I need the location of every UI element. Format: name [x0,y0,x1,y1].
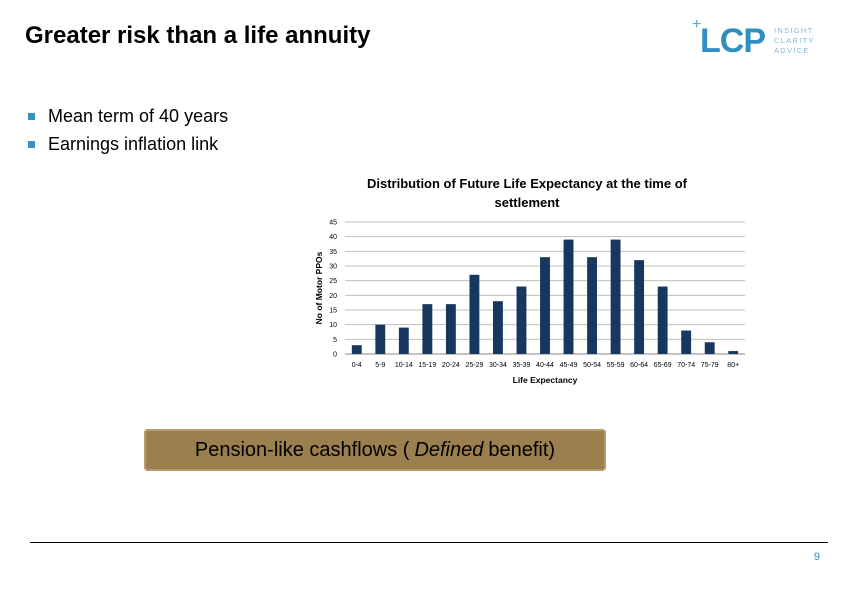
x-axis-label: Life Expectancy [513,375,578,385]
logo-tagline: INSIGHT CLARITY ADVICE [774,26,815,56]
bar-20-24 [445,304,456,354]
x-tick-label: 25-29 [465,362,483,369]
x-tick-label: 0-4 [352,362,362,369]
bullet-item: Mean term of 40 years [28,102,228,130]
footer-divider [30,542,828,543]
x-tick-label: 20-24 [442,362,460,369]
x-tick-label: 65-69 [654,362,672,369]
chart-svg: Distribution of Future Life Expectancy a… [314,176,745,385]
logo-tagline-line: INSIGHT [774,26,814,35]
slide-title: Greater risk than a life annuity [25,22,371,49]
y-tick-label: 35 [329,249,337,256]
y-tick-label: 5 [333,337,337,344]
x-tick-label: 45-49 [560,362,578,369]
logo-tagline-line: ADVICE [774,46,810,55]
y-tick-label: 10 [329,322,337,329]
callout-box: Pension-like cashflows (Defined benefit) [144,429,606,471]
bar-25-29 [469,274,480,354]
bar-75-79 [704,342,715,354]
x-tick-label: 60-64 [630,362,648,369]
bar-40-44 [540,257,550,354]
bullet-text: Earnings inflation link [48,133,219,154]
logo-tagline-line: CLARITY [774,36,815,45]
bullet-text: Mean term of 40 years [48,105,229,126]
bar-45-49 [563,239,574,354]
chart-title-line: Distribution of Future Life Expectancy a… [367,176,688,191]
bullet-item: Earnings inflation link [28,130,228,158]
bar-30-34 [493,301,503,354]
callout-text-start: Pension-like cashflows ( [194,438,410,461]
callout-text-end: benefit) [488,438,556,461]
x-tick-label: 75-79 [701,362,719,369]
x-tick-label: 30-34 [489,362,507,369]
bar-80+ [728,351,739,354]
y-tick-label: 20 [329,293,337,300]
x-tick-label: 5-9 [375,362,385,369]
bar-0-4 [351,345,362,354]
x-tick-label: 15-19 [418,362,436,369]
logo-wordmark: LCP [700,22,766,60]
x-tick-label: 40-44 [536,362,554,369]
x-tick-label: 35-39 [513,362,531,369]
bullet-list: Mean term of 40 years Earnings inflation… [28,102,228,158]
y-axis-label: No of Motor PPOs [314,251,324,324]
page-number: 9 [813,551,820,563]
y-tick-label: 40 [329,234,337,241]
x-tick-label: 50-54 [583,362,601,369]
logo-plus-mark: + [692,16,702,33]
bar-15-19 [422,304,433,354]
bar-5-9 [375,324,386,354]
bar-50-54 [587,257,597,354]
bar-55-59 [610,239,621,354]
y-tick-label: 0 [333,352,337,359]
x-tick-label: 70-74 [677,362,695,369]
x-tick-label: 10-14 [395,362,413,369]
x-tick-label: 55-59 [607,362,625,369]
bar-60-64 [634,260,645,354]
x-tick-label: 80+ [727,362,739,369]
lcp-logo: + LCP INSIGHT CLARITY ADVICE [692,16,822,62]
y-tick-label: 30 [329,264,337,271]
square-bullet-icon [28,140,35,148]
y-tick-label: 25 [329,278,337,285]
bar-35-39 [516,286,527,354]
callout-text-italic: Defined [414,438,484,461]
square-bullet-icon [28,112,35,120]
bar-70-74 [681,330,692,354]
chart-title-line: settlement [494,195,560,210]
y-tick-label: 15 [329,308,337,315]
y-tick-label: 45 [329,220,337,227]
bar-10-14 [398,327,409,354]
bar-65-69 [657,286,668,354]
life-expectancy-chart: Distribution of Future Life Expectancy a… [305,170,755,390]
